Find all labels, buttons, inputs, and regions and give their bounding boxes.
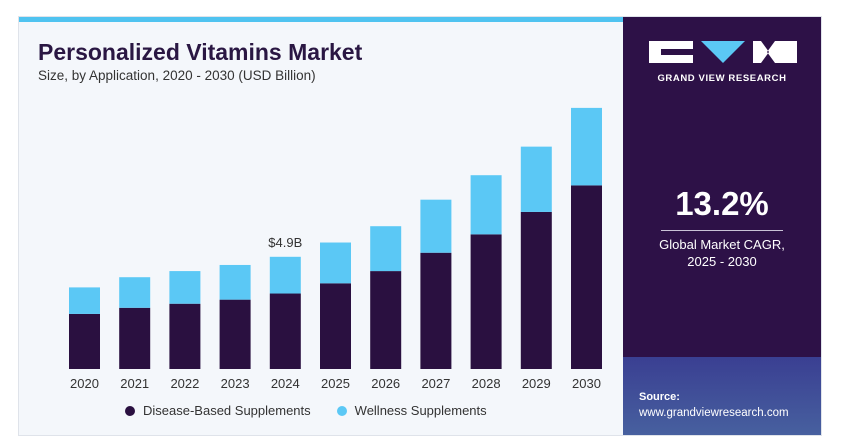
x-tick-label-2025: 2025 <box>321 376 350 391</box>
source-panel <box>623 357 821 435</box>
bar-disease-2022 <box>169 303 201 369</box>
x-tick-label-2022: 2022 <box>170 376 199 391</box>
legend-label-wellness: Wellness Supplements <box>354 403 487 418</box>
bar-wellness-2020 <box>69 287 100 314</box>
x-tick-label-2029: 2029 <box>522 376 551 391</box>
x-tick-label-2028: 2028 <box>472 376 501 391</box>
cagr-label: Global Market CAGR, 2025 - 2030 <box>623 236 821 270</box>
x-tick-label-2020: 2020 <box>70 376 99 391</box>
x-tick-label-2023: 2023 <box>221 376 250 391</box>
legend-swatch-wellness <box>336 405 347 416</box>
source-label: Source: <box>639 391 680 403</box>
bar-disease-2027 <box>420 252 452 369</box>
bar-disease-2029 <box>520 211 552 369</box>
bar-wellness-2022 <box>169 271 201 304</box>
bar-disease-2025 <box>320 283 351 369</box>
chart-title: Personalized Vitamins Market <box>38 39 363 65</box>
bar-disease-2024 <box>269 293 301 369</box>
cagr-divider <box>661 230 783 231</box>
bar-disease-2020 <box>69 313 100 369</box>
legend-item-wellness: Wellness Supplements <box>336 403 487 418</box>
brand-name: GRAND VIEW RESEARCH <box>657 73 787 84</box>
bar-chart: 2020 2021 2022 2023 2024 $4.9B 2025 2026 2027 202… <box>69 107 602 391</box>
legend-swatch-disease <box>125 405 135 416</box>
bar-wellness-2026 <box>370 226 402 272</box>
bar-disease-2023 <box>219 299 251 369</box>
legend-item-disease: Disease-Based Supplements <box>125 403 311 418</box>
cagr-label-line2: 2025 - 2030 <box>687 254 757 269</box>
bar-wellness-2030 <box>571 107 602 186</box>
x-tick-label-2030: 2030 <box>572 376 601 391</box>
cagr-value: 13.2% <box>675 185 769 222</box>
x-tick-label-2024: 2024 <box>271 376 300 391</box>
chart-legend: Disease-Based Supplements Wellness Suppl… <box>125 403 513 418</box>
bar-wellness-2021 <box>119 277 151 308</box>
value-label-2024: $4.9B <box>268 235 302 250</box>
bar-disease-2026 <box>370 271 402 369</box>
accent-bar <box>19 17 623 22</box>
x-tick-label-2027: 2027 <box>421 376 450 391</box>
x-tick-label-2021: 2021 <box>120 376 149 391</box>
x-tick-label-2026: 2026 <box>371 376 400 391</box>
source-link[interactable]: www.grandviewresearch.com <box>639 407 789 419</box>
chart-subtitle: Size, by Application, 2020 - 2030 (USD B… <box>38 68 316 83</box>
grand-view-research-logo <box>649 41 797 63</box>
sidebar: GRAND VIEW RESEARCH 13.2% Global Market … <box>623 17 821 435</box>
bar-wellness-2027 <box>420 199 452 253</box>
legend-label-disease: Disease-Based Supplements <box>143 403 311 418</box>
bar-wellness-2023 <box>219 264 251 300</box>
bar-wellness-2024 <box>269 256 301 294</box>
bar-disease-2021 <box>119 307 151 369</box>
bar-disease-2030 <box>571 185 602 369</box>
bar-disease-2028 <box>470 234 502 369</box>
chart-panel: Personalized Vitamins Market Size, by Ap… <box>19 17 623 435</box>
cagr-label-line1: Global Market CAGR, <box>659 237 785 252</box>
bar-wellness-2025 <box>320 242 351 284</box>
bar-wellness-2028 <box>470 175 502 235</box>
bar-wellness-2029 <box>520 146 552 212</box>
chart-card: Personalized Vitamins Market Size, by Ap… <box>18 16 822 436</box>
